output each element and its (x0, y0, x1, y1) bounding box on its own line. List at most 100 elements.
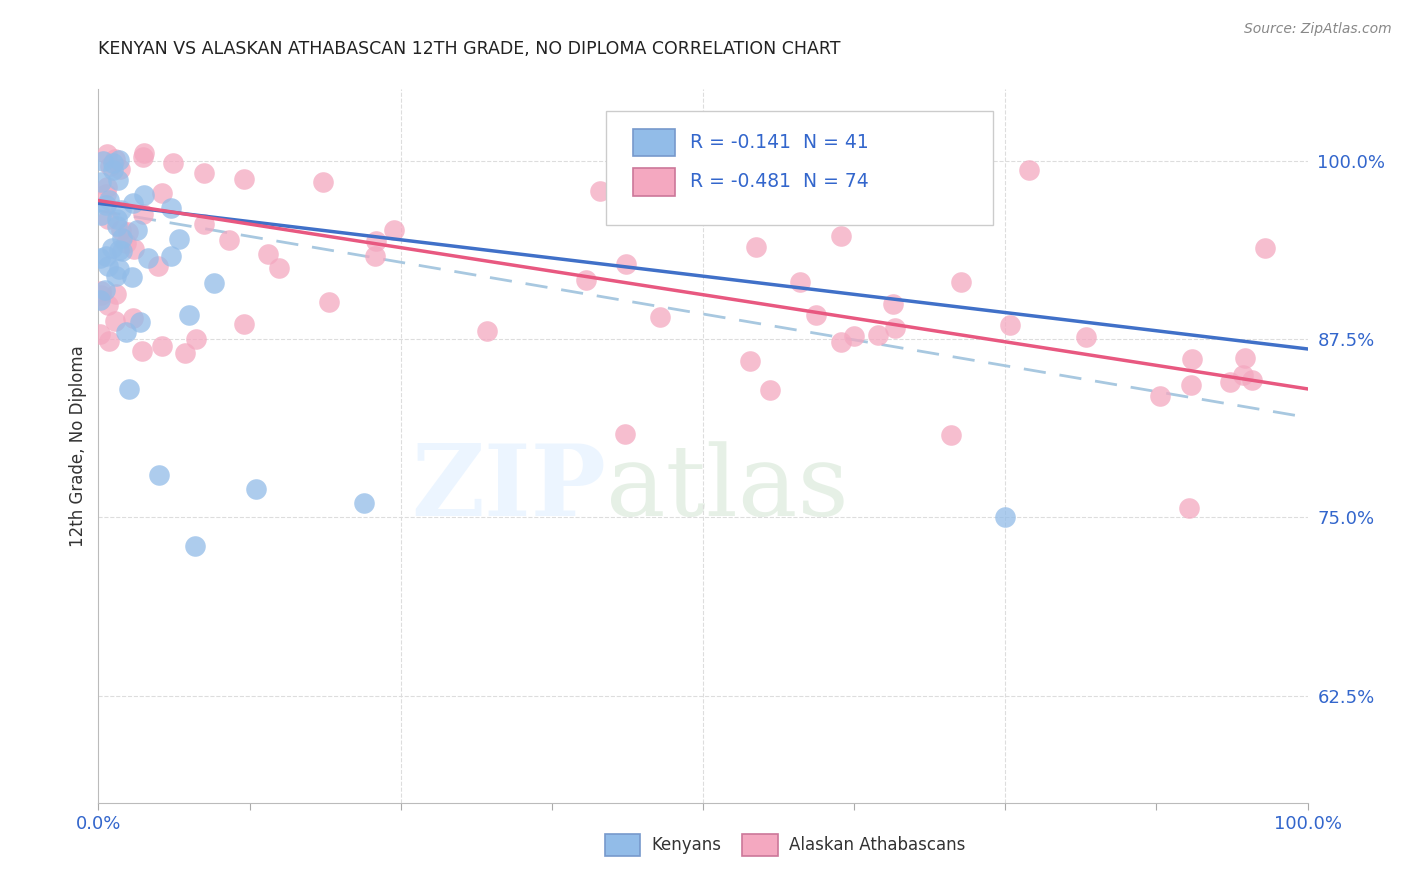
Point (1240, 373, 1263, 387)
Point (353, 496, 375, 510)
Point (738, 353, 761, 368)
Point (91, 154, 114, 169)
Point (1180, 377, 1202, 392)
Point (789, 275, 811, 289)
Point (136, 251, 159, 265)
Point (132, 207, 155, 221)
Point (105, 211, 128, 226)
Point (89, 293, 111, 307)
Point (131, 150, 153, 164)
Point (114, 236, 136, 251)
Point (89, 251, 111, 265)
Point (1000, 318, 1022, 332)
Point (233, 172, 256, 186)
Y-axis label: 12th Grade, No Diploma: 12th Grade, No Diploma (69, 345, 87, 547)
Point (218, 234, 240, 248)
Point (312, 175, 335, 189)
Point (129, 315, 152, 329)
Point (169, 231, 191, 245)
Point (90, 284, 112, 298)
Point (110, 202, 132, 217)
Point (614, 426, 637, 441)
Bar (633, 129, 675, 156)
Point (90, 208, 112, 222)
Point (108, 243, 131, 257)
Point (101, 241, 124, 255)
Point (94, 249, 117, 263)
Point (193, 165, 215, 179)
FancyBboxPatch shape (606, 111, 993, 225)
Point (1178, 500, 1201, 515)
Point (90, 175, 112, 189)
Point (950, 275, 973, 289)
Point (110, 161, 132, 176)
Text: atlas: atlas (606, 441, 849, 537)
Point (994, 510, 1017, 524)
Point (98, 159, 121, 173)
Point (111, 231, 134, 245)
Point (1254, 241, 1277, 255)
Point (233, 317, 256, 331)
Text: KENYAN VS ALASKAN ATHABASCAN 12TH GRADE, NO DIPLOMA CORRELATION CHART: KENYAN VS ALASKAN ATHABASCAN 12TH GRADE,… (98, 40, 841, 58)
Point (1018, 163, 1040, 178)
Point (107, 219, 129, 233)
Point (121, 269, 143, 284)
Point (124, 242, 146, 256)
Text: R = -0.141  N = 41: R = -0.141 N = 41 (690, 133, 869, 153)
Point (363, 249, 385, 263)
Point (257, 247, 280, 261)
Point (830, 334, 852, 349)
Point (98, 334, 121, 349)
Point (382, 223, 405, 237)
Point (134, 187, 156, 202)
Point (101, 163, 124, 178)
Point (475, 324, 498, 338)
Point (121, 196, 143, 211)
Text: Source: ZipAtlas.com: Source: ZipAtlas.com (1244, 22, 1392, 37)
Point (184, 539, 207, 553)
Point (127, 222, 149, 236)
Point (115, 325, 138, 339)
Point (160, 250, 183, 264)
Point (1149, 389, 1171, 403)
Point (830, 228, 852, 243)
Point (758, 383, 780, 397)
Text: Alaskan Athabascans: Alaskan Athabascans (789, 836, 965, 855)
Point (744, 240, 766, 254)
Text: R = -0.481  N = 74: R = -0.481 N = 74 (690, 172, 869, 192)
Point (96, 180, 118, 194)
Point (364, 234, 387, 248)
Point (842, 329, 865, 343)
Point (1180, 351, 1202, 366)
Text: ZIP: ZIP (412, 441, 606, 537)
Point (118, 382, 141, 396)
Point (97, 259, 120, 273)
Point (131, 343, 153, 358)
Point (575, 273, 598, 287)
Point (94, 187, 117, 202)
Point (104, 286, 127, 301)
Point (97, 298, 120, 312)
Point (97, 211, 120, 226)
Point (868, 327, 890, 342)
Point (648, 310, 671, 324)
Text: Kenyans: Kenyans (651, 836, 721, 855)
Point (633, 202, 655, 217)
Point (148, 467, 170, 482)
Point (173, 346, 195, 360)
Point (96, 198, 118, 212)
Point (804, 309, 827, 323)
Point (104, 314, 127, 328)
Point (267, 260, 290, 275)
Point (134, 145, 156, 160)
Point (1233, 351, 1256, 365)
Point (107, 173, 129, 187)
Bar (633, 169, 675, 195)
Point (1219, 376, 1241, 390)
Point (588, 184, 610, 198)
Point (1232, 368, 1254, 382)
Point (104, 153, 127, 167)
Point (89, 327, 111, 342)
Point (245, 482, 267, 496)
Point (882, 297, 904, 311)
